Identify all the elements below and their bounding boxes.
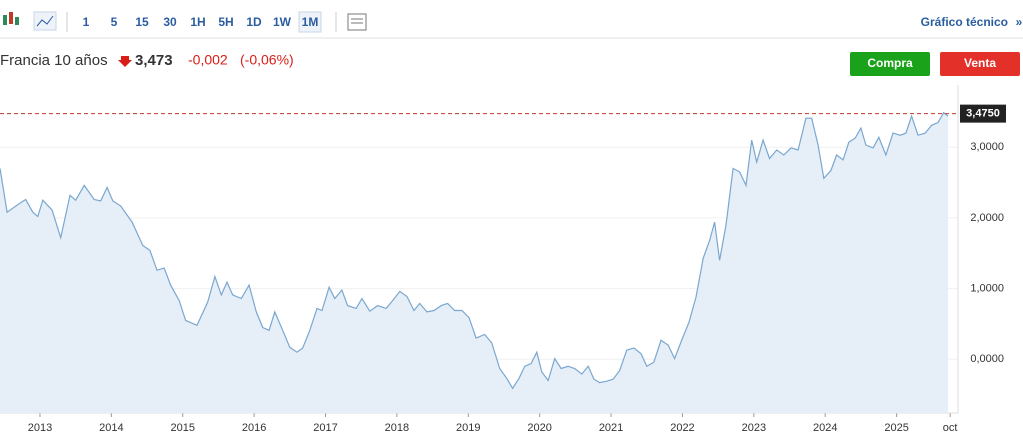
line <box>0 111 949 390</box>
x-tick-label: 2023 <box>742 422 766 434</box>
x-tick-label: 2013 <box>28 422 52 434</box>
table-icon[interactable] <box>347 13 367 31</box>
last-price-label: 3,4750 <box>966 108 1000 120</box>
price: 3,473 <box>135 52 173 69</box>
change-pct: (-0,06%) <box>240 52 294 68</box>
interval-button[interactable]: 5H <box>218 15 233 29</box>
x-tick-label: 2014 <box>99 422 123 434</box>
x-tick-label: 2025 <box>884 422 908 434</box>
y-tick-label: 2,0000 <box>970 212 1004 224</box>
sell-label[interactable]: Venta <box>964 56 996 70</box>
area <box>0 112 949 413</box>
down-arrow <box>118 56 132 67</box>
x-tick-label: 2021 <box>599 422 623 434</box>
interval-button[interactable]: 30 <box>163 15 177 29</box>
interval-button[interactable]: 1W <box>273 15 292 29</box>
selected-interval <box>298 11 322 33</box>
x-tick-label: 2018 <box>385 422 409 434</box>
line-icon-glyph <box>36 15 54 27</box>
link-arrow[interactable]: » <box>1016 15 1023 29</box>
y-tick-label: 1,0000 <box>970 282 1004 294</box>
technical-chart-link[interactable]: Gráfico técnico <box>921 15 1008 29</box>
y-tick-label: 0,0000 <box>970 353 1004 365</box>
x-tick-label: 2017 <box>313 422 337 434</box>
x-tick-label: oct <box>943 422 958 434</box>
buy-label[interactable]: Compra <box>867 56 913 70</box>
change: -0,002 <box>188 52 228 68</box>
buy-button[interactable] <box>850 52 930 76</box>
interval-button[interactable]: 1 <box>83 15 90 29</box>
y-tick-label: 3,0000 <box>970 141 1004 153</box>
line-icon[interactable] <box>33 11 57 31</box>
x-tick-label: 2024 <box>813 422 837 434</box>
candle-icon[interactable] <box>3 12 19 25</box>
last-price-box <box>960 104 1006 123</box>
instrument-name: Francia 10 años <box>0 52 108 69</box>
x-tick-label: 2022 <box>670 422 694 434</box>
interval-button[interactable]: 5 <box>111 15 118 29</box>
interval-button[interactable]: 1D <box>246 15 262 29</box>
x-tick-label: 2015 <box>171 422 195 434</box>
interval-button[interactable]: 15 <box>135 15 149 29</box>
interval-button[interactable]: 1M <box>302 15 319 29</box>
x-tick-label: 2020 <box>527 422 551 434</box>
x-tick-label: 2019 <box>456 422 480 434</box>
chart: Investing.com0,00001,00002,00003,0000201… <box>0 85 1006 434</box>
sell-button[interactable] <box>940 52 1020 76</box>
interval-button[interactable]: 1H <box>190 15 205 29</box>
toolbar: Gráfico técnico » <box>0 11 1023 39</box>
x-tick-label: 2016 <box>242 422 266 434</box>
